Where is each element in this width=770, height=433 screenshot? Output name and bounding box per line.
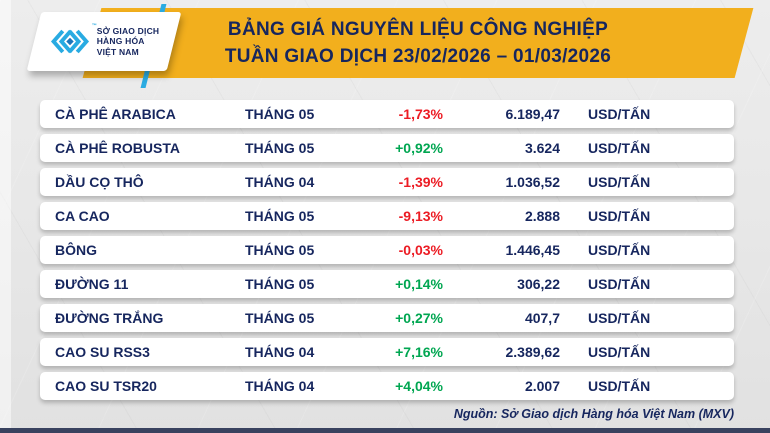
price-table: CÀ PHÊ ARABICA THÁNG 05 -1,73% 6.189,47 … (40, 100, 734, 400)
table-row: BÔNG THÁNG 05 -0,03% 1.446,45 USD/TẤN (40, 236, 734, 264)
logo-text-line1: SỞ GIAO DỊCH (96, 25, 160, 36)
commodity-name-cell: BÔNG (55, 242, 97, 258)
mxv-logo-icon: ™ (49, 23, 97, 55)
price-cell: 1.446,45 (505, 242, 561, 258)
unit-cell: USD/TẤN (588, 174, 651, 190)
price-cell: 306,22 (517, 276, 560, 292)
change-percent-cell: +0,92% (395, 140, 443, 156)
change-percent-cell: -1,73% (398, 106, 443, 122)
change-percent-cell: -0,03% (398, 242, 443, 258)
table-row: CÀ PHÊ ARABICA THÁNG 05 -1,73% 6.189,47 … (40, 100, 734, 128)
price-cell: 6.189,47 (505, 106, 561, 122)
unit-cell: USD/TẤN (588, 276, 651, 292)
unit-cell: USD/TẤN (588, 140, 651, 156)
commodity-name-cell: ĐƯỜNG TRẮNG (55, 310, 164, 326)
contract-month-cell: THÁNG 05 (245, 276, 315, 292)
unit-cell: USD/TẤN (588, 242, 651, 258)
contract-month-cell: THÁNG 04 (245, 344, 315, 360)
contract-month-cell: THÁNG 05 (245, 140, 315, 156)
table-row: DẦU CỌ THÔ THÁNG 04 -1,39% 1.036,52 USD/… (40, 168, 734, 196)
change-percent-cell: -9,13% (398, 208, 443, 224)
commodity-name-cell: DẦU CỌ THÔ (55, 174, 144, 190)
contract-month-cell: THÁNG 05 (245, 208, 315, 224)
price-cell: 2.888 (524, 208, 560, 224)
price-cell: 2.389,62 (505, 344, 561, 360)
source-attribution: Nguồn: Sở Giao dịch Hàng hóa Việt Nam (M… (453, 407, 734, 421)
commodity-name-cell: CÀ PHÊ ARABICA (55, 106, 176, 122)
page-title-line1: BẢNG GIÁ NGUYÊN LIỆU CÔNG NGHIỆP (227, 19, 609, 40)
logo-text-line3: VIỆT NAM (96, 46, 139, 57)
commodity-name-cell: CAO SU RSS3 (55, 344, 150, 360)
commodity-name-cell: CAO SU TSR20 (55, 378, 157, 394)
commodity-name-cell: CÀ PHÊ ROBUSTA (55, 140, 180, 156)
page-title-line2: TUẦN GIAO DỊCH 23/02/2026 – 01/03/2026 (224, 46, 612, 67)
table-row: CAO SU TSR20 THÁNG 04 +4,04% 2.007 USD/T… (40, 372, 734, 400)
contract-month-cell: THÁNG 04 (245, 378, 315, 394)
unit-cell: USD/TẤN (588, 106, 651, 122)
change-percent-cell: +7,16% (395, 344, 443, 360)
unit-cell: USD/TẤN (588, 208, 651, 224)
logo-text-line2: HÀNG HÓA (96, 36, 145, 47)
price-cell: 1.036,52 (505, 174, 561, 190)
unit-cell: USD/TẤN (588, 378, 651, 394)
price-cell: 3.624 (524, 140, 560, 156)
unit-cell: USD/TẤN (588, 310, 651, 326)
commodity-name-cell: ĐƯỜNG 11 (55, 276, 129, 292)
title-banner-text: BẢNG GIÁ NGUYÊN LIỆU CÔNG NGHIỆP TUẦN GI… (92, 16, 744, 70)
commodity-name-cell: CA CAO (55, 208, 110, 224)
bottom-accent-bar (0, 428, 770, 433)
table-row: CÀ PHÊ ROBUSTA THÁNG 05 +0,92% 3.624 USD… (40, 134, 734, 162)
table-row: ĐƯỜNG TRẮNG THÁNG 05 +0,27% 407,7 USD/TẤ… (40, 304, 734, 332)
table-row: ĐƯỜNG 11 THÁNG 05 +0,14% 306,22 USD/TẤN (40, 270, 734, 298)
table-row: CA CAO THÁNG 05 -9,13% 2.888 USD/TẤN (40, 202, 734, 230)
unit-cell: USD/TẤN (588, 344, 651, 360)
title-banner: BẢNG GIÁ NGUYÊN LIỆU CÔNG NGHIỆP TUẦN GI… (82, 8, 754, 78)
price-cell: 2.007 (524, 378, 560, 394)
table-row: CAO SU RSS3 THÁNG 04 +7,16% 2.389,62 USD… (40, 338, 734, 366)
mxv-logo-text: SỞ GIAO DỊCH HÀNG HÓA VIỆT NAM (97, 26, 160, 58)
contract-month-cell: THÁNG 04 (245, 174, 315, 190)
price-cell: 407,7 (524, 310, 560, 326)
contract-month-cell: THÁNG 05 (245, 242, 315, 258)
change-percent-cell: -1,39% (398, 174, 443, 190)
contract-month-cell: THÁNG 05 (245, 310, 315, 326)
change-percent-cell: +4,04% (395, 378, 443, 394)
change-percent-cell: +0,14% (395, 276, 443, 292)
contract-month-cell: THÁNG 05 (245, 106, 315, 122)
change-percent-cell: +0,27% (395, 310, 443, 326)
mxv-logo-plate: ™ SỞ GIAO DỊCH HÀNG HÓA VIỆT NAM (26, 12, 182, 71)
left-edge-highlight (0, 0, 11, 433)
